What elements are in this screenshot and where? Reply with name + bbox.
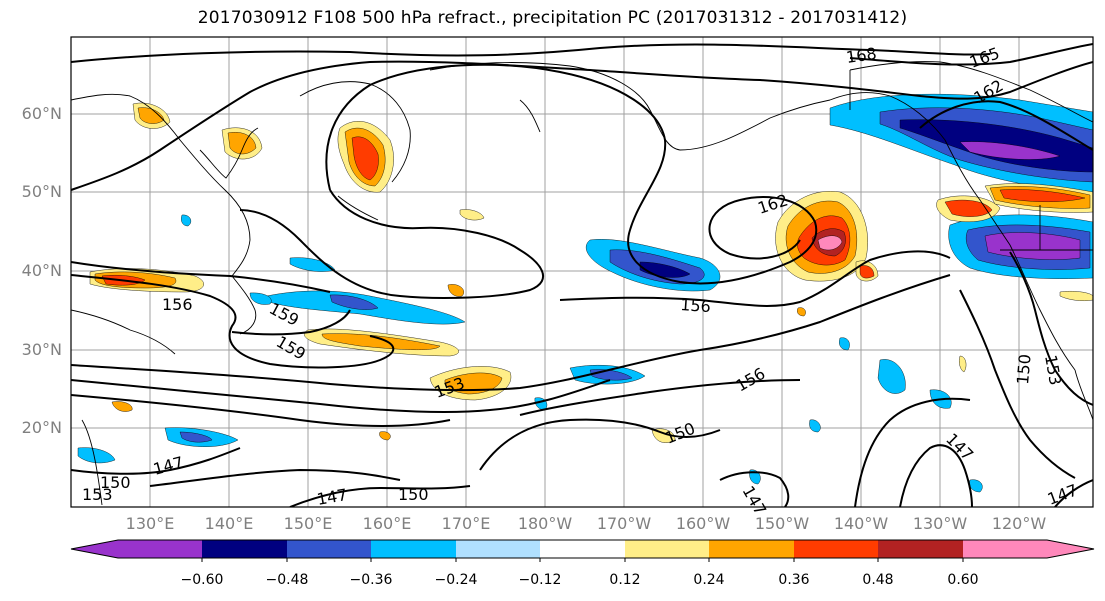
lon-label: 160°W [675, 514, 731, 533]
coastlines [71, 61, 1093, 506]
lon-label: 140°W [833, 514, 889, 533]
precipitation-shading [77, 93, 1093, 493]
contour-label: 147 [151, 453, 185, 479]
colorbar-tick-label: 0.48 [862, 572, 894, 588]
contour-label: 159 [273, 332, 309, 364]
lat-label: 40°N [21, 261, 62, 280]
lon-label: 130°W [912, 514, 968, 533]
lon-label: 120°W [991, 514, 1047, 533]
contour-label: 156 [680, 295, 712, 316]
colorbar-tick-label: −0.24 [434, 572, 478, 588]
colorbar-tick-label: −0.60 [180, 572, 224, 588]
lon-label: 140°E [204, 514, 254, 533]
contour-label: 150 [662, 419, 697, 448]
contour-label: 156 [733, 364, 769, 396]
lon-label: 150°W [754, 514, 810, 533]
lat-label: 30°N [21, 340, 62, 359]
graticule [71, 37, 1093, 507]
lon-label: 150°E [283, 514, 333, 533]
contour-label: 153 [1041, 353, 1065, 386]
contour-label: 147 [942, 429, 977, 464]
lat-label: 60°N [21, 104, 62, 123]
contour-label: 168 [845, 44, 878, 67]
contour-label: 165 [967, 43, 1002, 71]
colorbar-tick-label: 0.36 [778, 572, 810, 588]
contour-label: 150 [100, 473, 131, 492]
contour-label: 147 [315, 485, 348, 509]
colorbar-tick-label: 0.12 [609, 572, 641, 588]
contour-label: 150 [398, 485, 429, 504]
contour-label: 156 [162, 295, 193, 314]
refractivity-contours [71, 43, 1093, 507]
contour-label: 147 [1045, 480, 1080, 508]
map-frame [70, 36, 1094, 508]
colorbar-tick-label: 0.60 [947, 572, 979, 588]
lat-label: 20°N [21, 418, 62, 437]
contour-label: 150 [1013, 353, 1035, 385]
lat-label: 50°N [21, 182, 62, 201]
lon-label: 130°E [125, 514, 175, 533]
colorbar-tick-label: −0.36 [349, 572, 393, 588]
colorbar-tick-label: 0.24 [693, 572, 725, 588]
map-title: 2017030912 F108 500 hPa refract., precip… [197, 8, 908, 28]
contour-label: 153 [82, 485, 113, 504]
colorbar-tick-label: −0.48 [265, 572, 309, 588]
lon-label: 170°E [441, 514, 491, 533]
lon-label: 170°W [596, 514, 652, 533]
colorbar-tick-label: −0.12 [518, 572, 562, 588]
lon-label: 160°E [362, 514, 412, 533]
lon-label: 180°W [517, 514, 573, 533]
